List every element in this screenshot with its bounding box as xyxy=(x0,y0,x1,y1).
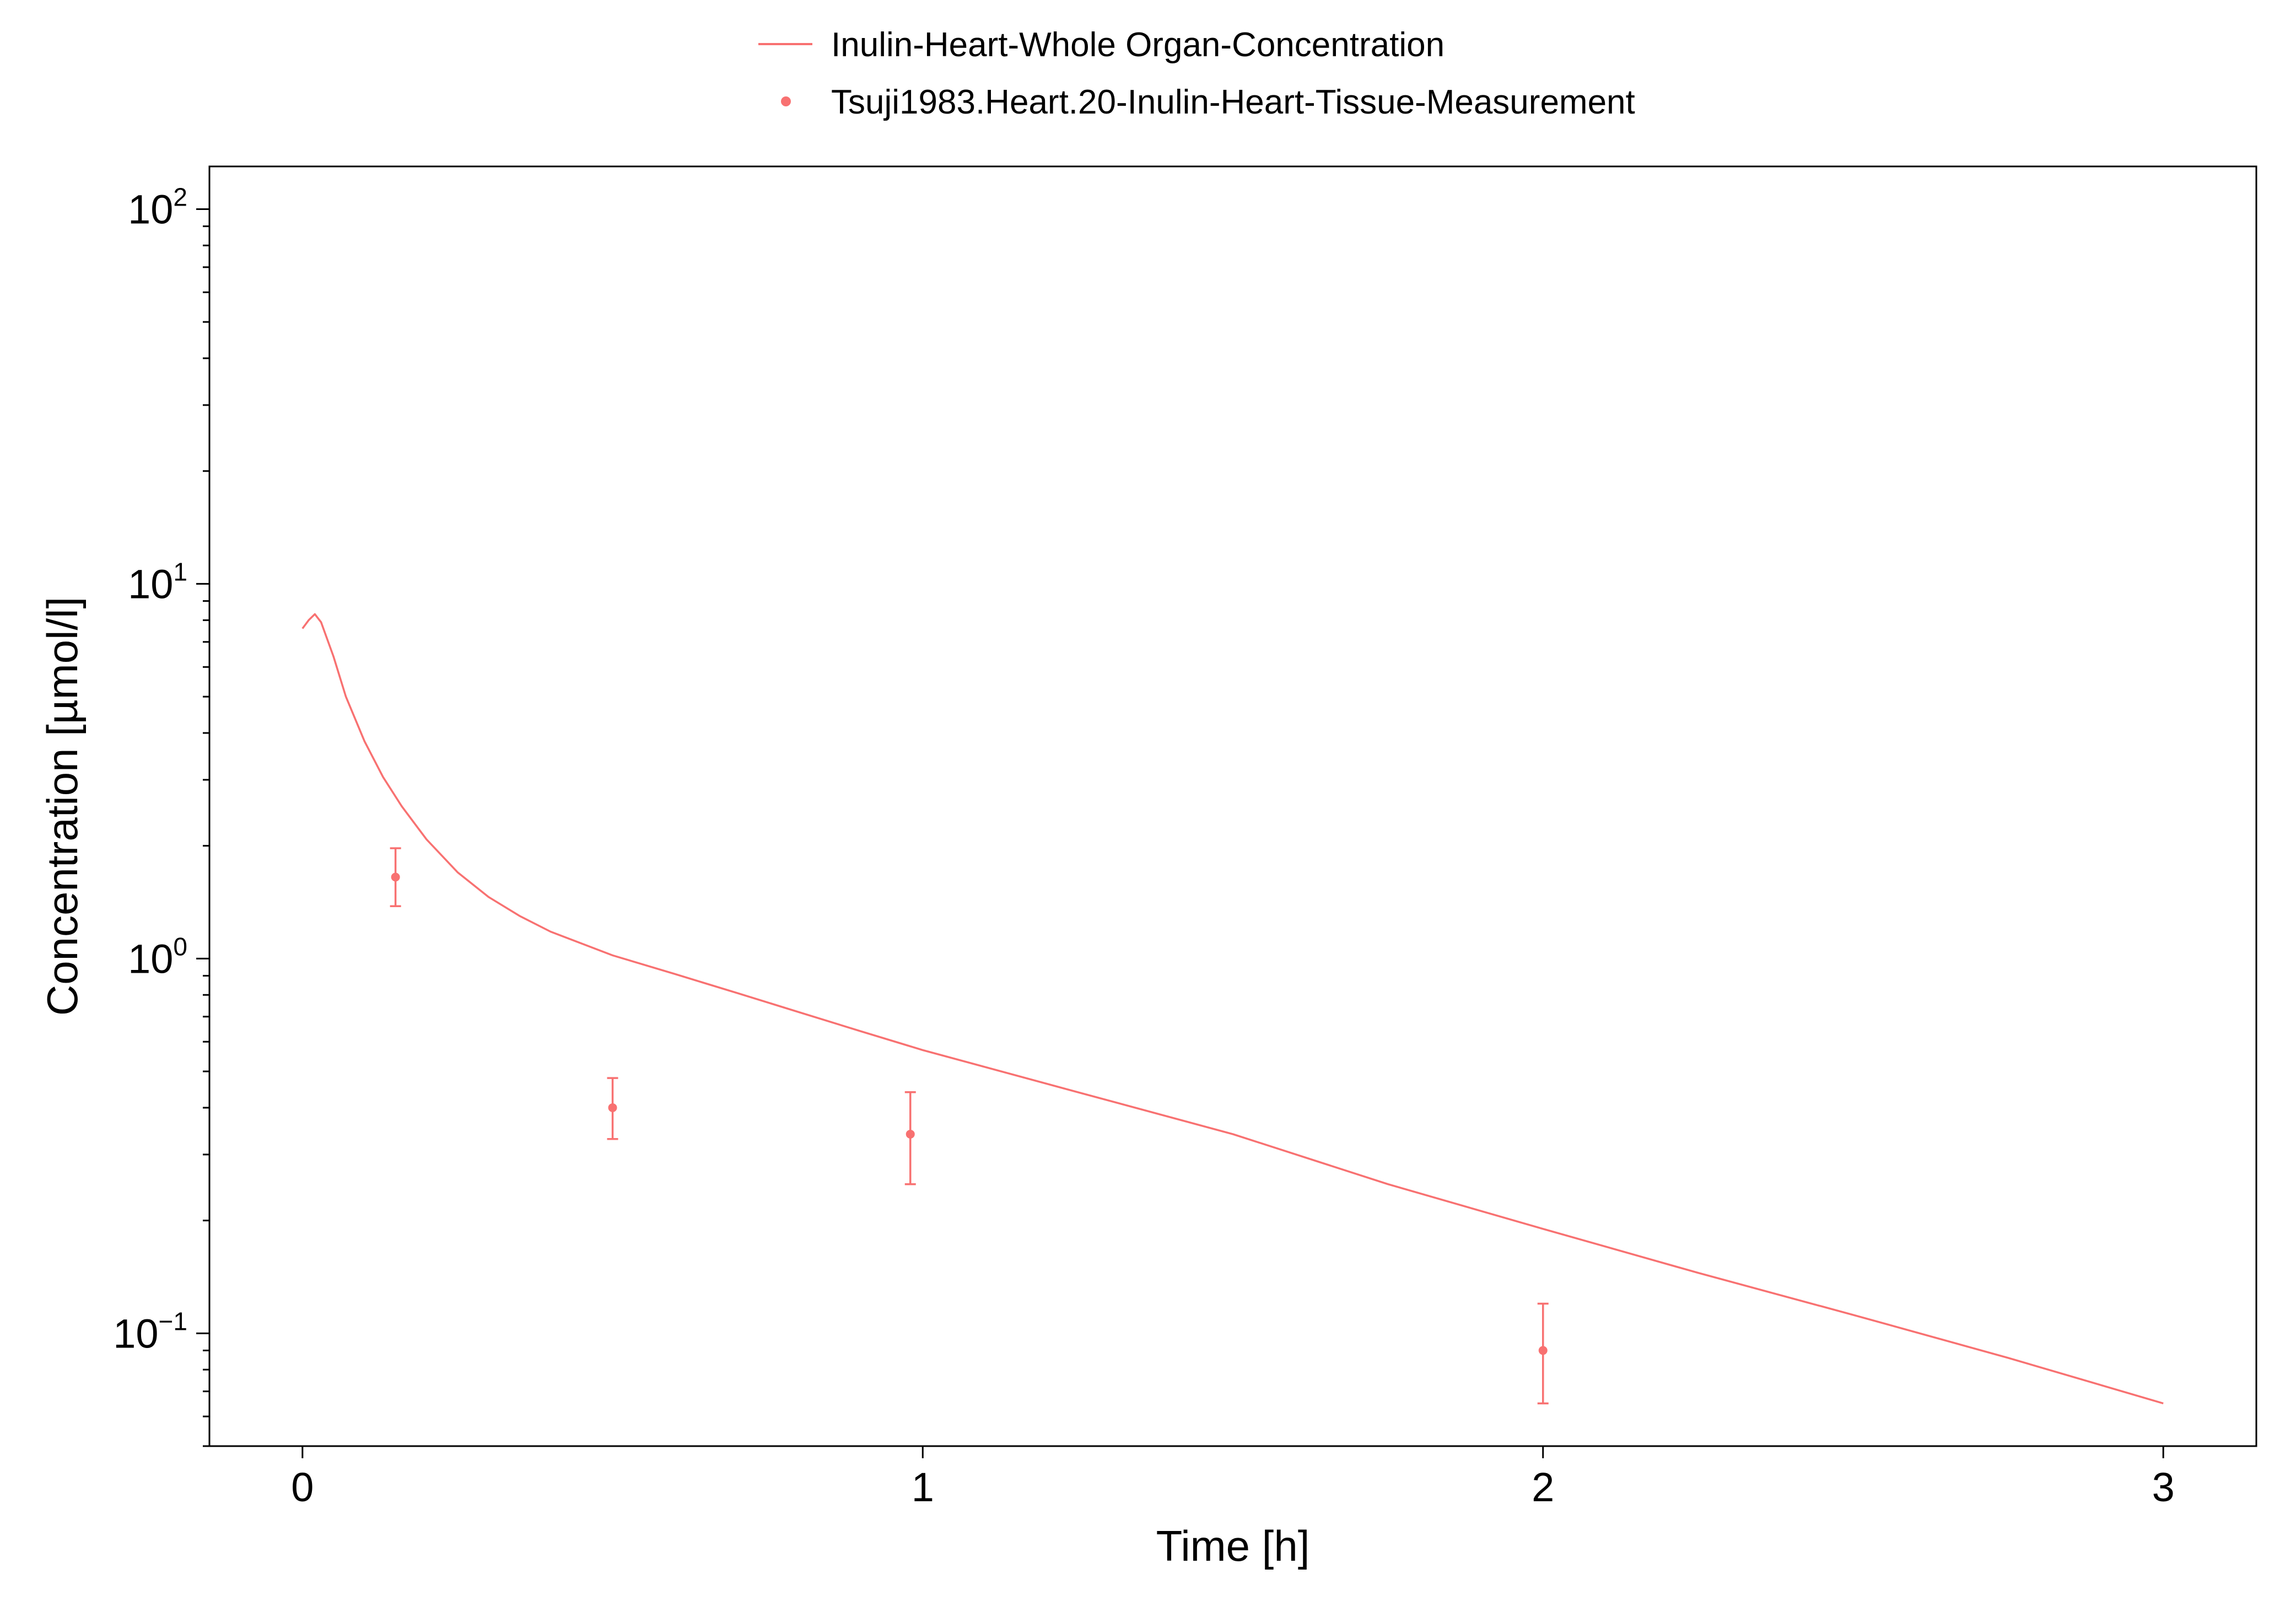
series-layer xyxy=(301,613,2164,1405)
plot-frame xyxy=(208,165,2257,1447)
legend-label-simulation: Inulin-Heart-Whole Organ-Concentration xyxy=(831,26,1445,64)
series-line-simulation xyxy=(301,613,2164,1405)
x-tick-label-1: 1 xyxy=(912,1464,934,1510)
y-tick-label-0: 10−1 xyxy=(113,1307,187,1356)
y-tick-label-2: 101 xyxy=(128,557,187,607)
y-axis-tick-labels: 10−1 100 101 102 xyxy=(113,182,187,1356)
x-tick-label-0: 0 xyxy=(291,1464,314,1510)
data-point-2 xyxy=(906,1129,915,1139)
legend-marker-swatch xyxy=(781,96,791,106)
data-point-1 xyxy=(608,1103,617,1112)
legend-label-observed: Tsuji1983.Heart.20-Inulin-Heart-Tissue-M… xyxy=(831,83,1635,121)
y-tick-label-1: 100 xyxy=(128,932,187,982)
legend: Inulin-Heart-Whole Organ-Concentration T… xyxy=(758,26,1635,121)
y-axis-ticks xyxy=(196,208,209,1447)
x-axis-ticks: 0 1 2 3 xyxy=(291,1446,2175,1510)
x-tick-label-2: 2 xyxy=(1532,1464,1554,1510)
data-point-3 xyxy=(1538,1346,1548,1355)
y-tick-label-3: 102 xyxy=(128,182,187,232)
x-axis-title: Time [h] xyxy=(1156,1522,1310,1570)
data-point-0 xyxy=(391,872,400,882)
x-tick-label-3: 3 xyxy=(2152,1464,2175,1510)
y-axis-title: Concentration [µmol/l] xyxy=(38,597,87,1016)
